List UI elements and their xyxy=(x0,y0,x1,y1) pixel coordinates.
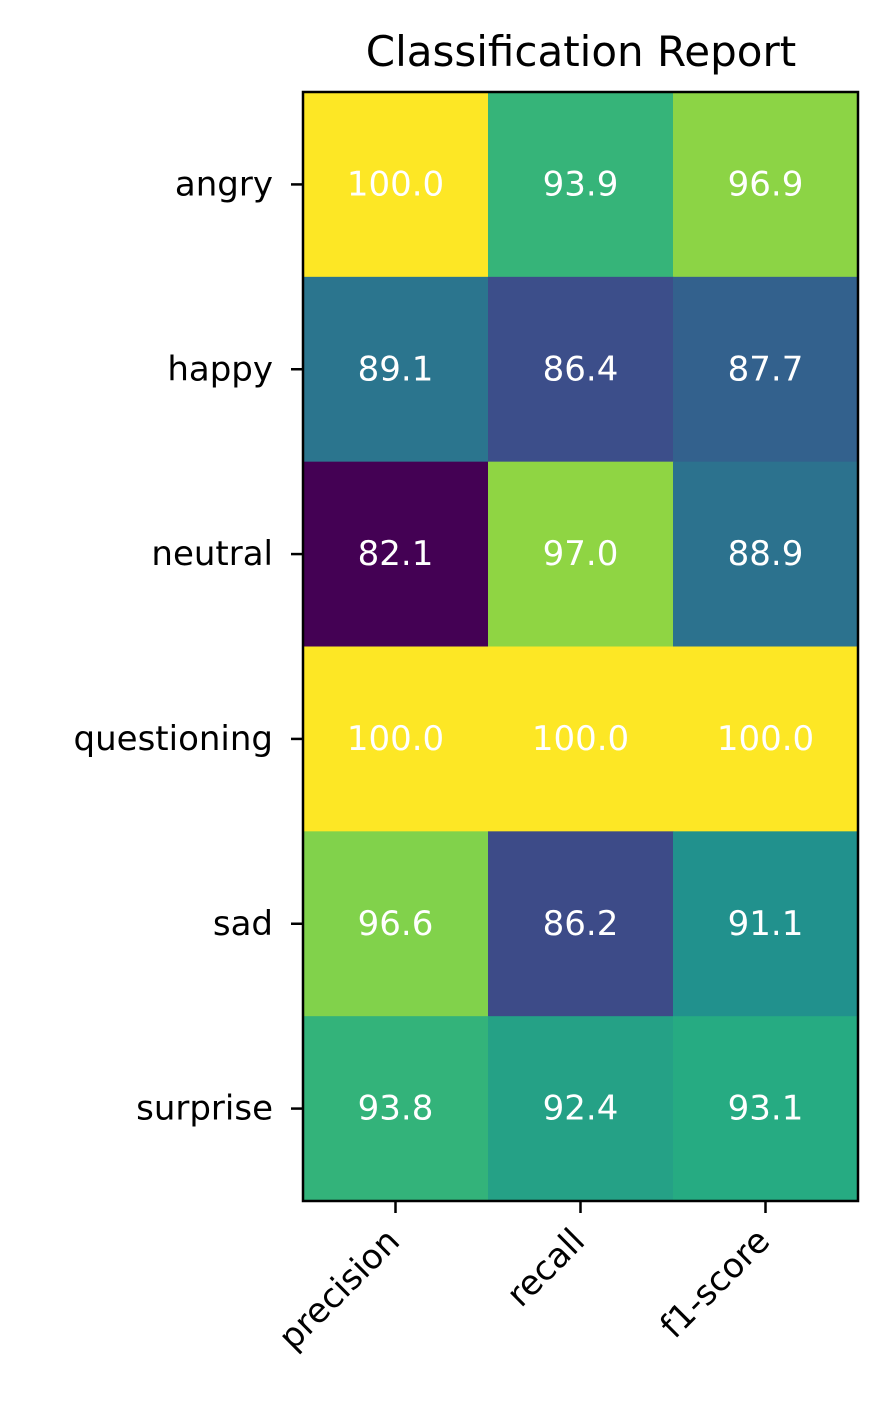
y-axis: angry happy neutral questioning sad surprise xyxy=(74,164,303,1129)
y-tick-label: neutral xyxy=(151,534,273,574)
x-tick-label: f1-score xyxy=(653,1221,778,1346)
heatmap-cell xyxy=(673,92,859,278)
y-tick-label: sad xyxy=(213,904,273,944)
heatmap-cell xyxy=(673,461,859,647)
cell-value-label: 93.8 xyxy=(358,1089,434,1129)
x-tick-label: recall xyxy=(499,1221,593,1315)
cell-value-label: 100.0 xyxy=(347,164,444,204)
heatmap-cell xyxy=(488,461,674,647)
heatmap-cell xyxy=(303,1016,489,1202)
cell-value-label: 86.2 xyxy=(543,904,619,944)
heatmap-cell-labels: 100.0 93.9 96.9 89.1 86.4 87.7 82.1 97.0 88.9 100… xyxy=(347,164,814,1128)
cell-value-label: 87.7 xyxy=(728,349,804,389)
cell-value-label: 82.1 xyxy=(358,534,434,574)
cell-value-label: 100.0 xyxy=(717,719,814,759)
heatmap-cell xyxy=(488,646,674,832)
heatmap-cell xyxy=(303,646,489,832)
y-tick-label: happy xyxy=(167,349,273,389)
cell-value-label: 86.4 xyxy=(543,349,619,389)
y-tick-label: questioning xyxy=(74,719,273,759)
cell-value-label: 91.1 xyxy=(728,904,804,944)
cell-value-label: 89.1 xyxy=(358,349,434,389)
heatmap-cell xyxy=(303,461,489,647)
heatmap-cell xyxy=(303,276,489,463)
cell-value-label: 97.0 xyxy=(543,534,619,574)
y-tick-label: angry xyxy=(175,164,273,204)
cell-value-label: 93.1 xyxy=(728,1089,804,1129)
heatmap-cells xyxy=(303,92,859,1202)
cell-value-label: 96.6 xyxy=(358,904,434,944)
chart-title: Classification Report xyxy=(366,27,796,76)
heatmap-cell xyxy=(303,92,489,278)
heatmap-cell xyxy=(303,831,489,1017)
y-tick-label: surprise xyxy=(136,1089,273,1129)
cell-value-label: 100.0 xyxy=(532,719,629,759)
heatmap-cell xyxy=(488,92,674,278)
heatmap-cell xyxy=(488,1016,674,1202)
heatmap-cell xyxy=(673,276,859,463)
heatmap-cell xyxy=(673,831,859,1017)
cell-value-label: 88.9 xyxy=(728,534,804,574)
x-tick-label: precision xyxy=(271,1221,408,1358)
heatmap-cell xyxy=(488,831,674,1017)
cell-value-label: 100.0 xyxy=(347,719,444,759)
heatmap-cell xyxy=(673,646,859,832)
x-axis: precision recall f1-score xyxy=(271,1201,778,1358)
heatmap-cell xyxy=(488,276,674,463)
heatmap-cell xyxy=(673,1016,859,1202)
cell-value-label: 92.4 xyxy=(543,1089,619,1129)
cell-value-label: 93.9 xyxy=(543,164,619,204)
cell-value-label: 96.9 xyxy=(728,164,804,204)
